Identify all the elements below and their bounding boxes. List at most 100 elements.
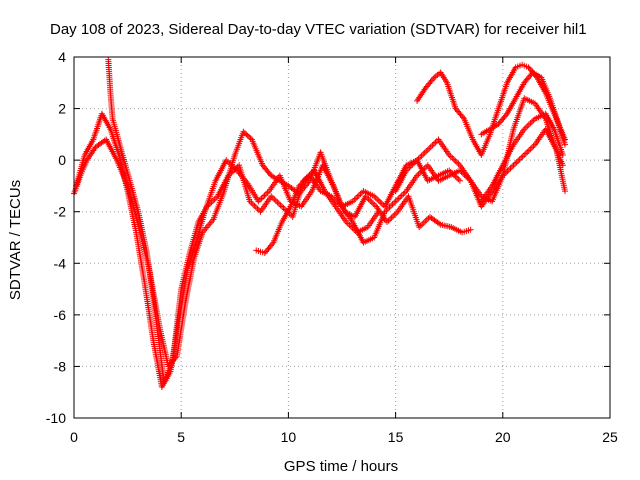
y-tick-label: -4 — [54, 255, 67, 271]
y-tick-label: 0 — [58, 152, 66, 168]
sample-markers — [415, 86, 428, 103]
sample-markers — [108, 128, 122, 157]
axis-ticks: -10 -8 -6 -4 -2 0 2 4 0 5 10 15 20 25 — [46, 49, 618, 445]
sample-markers — [362, 235, 376, 245]
sample-markers — [488, 122, 500, 132]
sample-markers — [116, 153, 131, 193]
sample-markers — [533, 111, 547, 121]
data-point — [424, 146, 431, 153]
sample-markers — [174, 301, 189, 358]
series-track-1 — [71, 128, 463, 370]
sample-markers — [236, 164, 253, 203]
sample-markers — [531, 70, 543, 80]
sample-markers — [319, 188, 333, 199]
sample-markers — [288, 184, 302, 208]
sample-markers — [480, 127, 492, 137]
data-point — [559, 162, 566, 169]
x-tick-label: 25 — [602, 429, 618, 445]
sample-markers — [271, 220, 285, 244]
sample-markers — [211, 190, 227, 221]
sample-markers — [127, 179, 141, 213]
sample-markers — [511, 127, 526, 146]
sample-markers — [437, 168, 451, 178]
sample-markers — [352, 195, 368, 219]
sample-markers — [125, 190, 139, 234]
sample-markers — [178, 251, 193, 291]
sample-markers — [144, 252, 159, 316]
sample-markers — [255, 248, 266, 256]
sample-markers — [104, 138, 119, 162]
sample-markers — [205, 194, 220, 209]
sample-markers — [110, 117, 124, 151]
sample-markers — [365, 210, 381, 229]
series-track-7 — [478, 69, 568, 148]
sample-markers — [393, 169, 409, 193]
sample-markers — [543, 117, 557, 146]
sample-markers — [448, 168, 462, 178]
sample-markers — [308, 174, 323, 193]
data-point — [456, 177, 463, 184]
sample-markers — [135, 210, 150, 254]
sample-markers — [263, 241, 276, 255]
x-tick-label: 15 — [388, 429, 404, 445]
sample-markers — [462, 117, 475, 141]
sample-markers — [522, 117, 537, 131]
sample-markers — [505, 66, 518, 85]
data-points — [71, 56, 568, 391]
sample-markers — [362, 188, 376, 199]
sample-markers — [215, 174, 231, 198]
sample-markers — [279, 205, 293, 224]
sample-markers — [437, 173, 451, 183]
sample-markers — [535, 76, 548, 95]
grid-lines — [74, 57, 610, 418]
sample-markers — [514, 62, 523, 70]
sample-markers — [436, 138, 451, 157]
data-point — [561, 188, 568, 195]
sample-markers — [350, 220, 366, 244]
sample-markers — [256, 189, 271, 203]
sample-markers — [496, 81, 510, 110]
sample-markers — [556, 122, 568, 146]
y-tick-label: -8 — [54, 358, 67, 374]
series-track-3 — [105, 56, 382, 385]
sample-markers — [99, 112, 113, 131]
data-point — [561, 141, 568, 148]
sample-markers — [543, 112, 557, 131]
sample-markers — [394, 189, 408, 203]
y-tick-label: 4 — [58, 49, 66, 65]
sample-markers — [423, 76, 436, 90]
sample-markers — [333, 205, 349, 224]
sample-markers — [150, 339, 165, 389]
sample-markers — [142, 282, 156, 342]
sample-markers — [191, 231, 205, 260]
sample-markers — [479, 184, 494, 203]
series-track-4 — [253, 126, 568, 256]
sample-markers — [224, 158, 239, 172]
y-tick-label: -10 — [46, 410, 66, 426]
series-track-2 — [73, 110, 474, 391]
sample-markers — [329, 194, 344, 209]
sample-markers — [105, 58, 114, 95]
sample-markers — [458, 164, 473, 183]
sample-markers — [107, 92, 116, 120]
sample-markers — [213, 158, 229, 183]
sample-markers — [320, 164, 336, 188]
sample-markers — [73, 153, 88, 187]
data-point — [467, 226, 474, 233]
sample-markers — [157, 326, 171, 368]
sample-markers — [118, 148, 133, 182]
sample-markers — [269, 194, 284, 209]
sample-markers — [432, 70, 442, 80]
sample-markers — [489, 174, 505, 203]
sample-markers — [415, 148, 430, 162]
sample-markers — [133, 231, 148, 285]
sample-markers — [406, 195, 422, 229]
sample-markers — [260, 163, 273, 178]
sample-markers — [371, 210, 388, 239]
data-point — [521, 151, 528, 158]
sample-markers — [511, 97, 527, 131]
sample-markers — [505, 97, 518, 115]
series-track-8 — [478, 110, 566, 205]
y-tick-label: -6 — [54, 307, 67, 323]
